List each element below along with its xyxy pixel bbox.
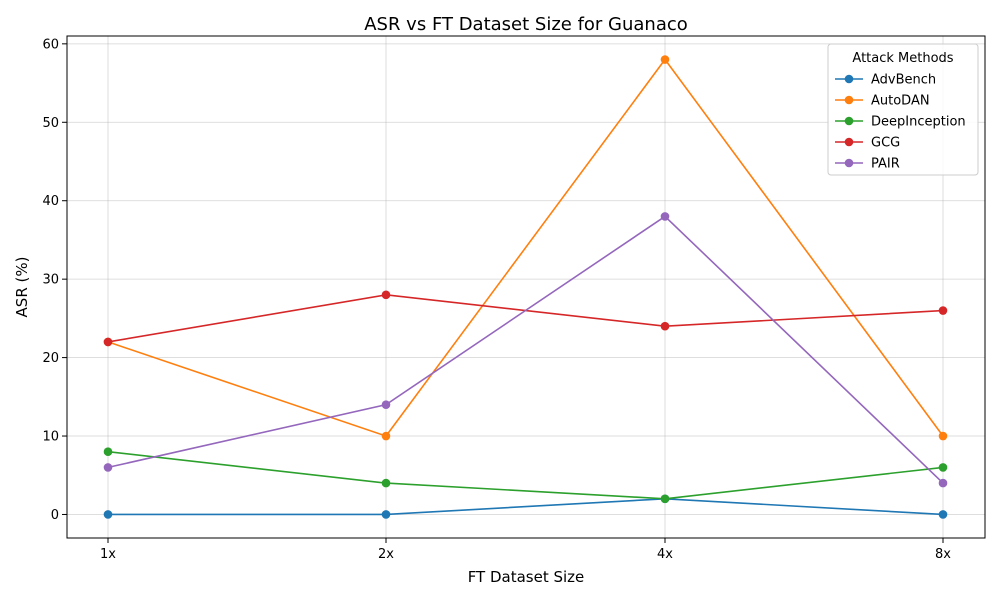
data-point-gcg bbox=[381, 290, 391, 300]
x-tick-label: 8x bbox=[935, 547, 951, 562]
plot-frame bbox=[66, 35, 986, 539]
legend: Attack Methods AdvBench AutoDAN DeepIncept… bbox=[827, 43, 979, 176]
legend-item-pair: PAIR bbox=[835, 157, 900, 172]
y-tick-label: 40 bbox=[42, 194, 59, 209]
legend-label: AdvBench bbox=[871, 73, 936, 88]
y-tick-label: 50 bbox=[42, 116, 59, 131]
legend-label: PAIR bbox=[871, 157, 900, 172]
legend-item-advbench: AdvBench bbox=[835, 73, 936, 88]
data-point-pair bbox=[381, 400, 391, 409]
data-point-gcg bbox=[938, 306, 948, 315]
data-point-pair bbox=[938, 478, 948, 488]
y-tick-label: 20 bbox=[42, 351, 59, 366]
series-line-autodan bbox=[107, 58, 944, 437]
legend-label: GCG bbox=[871, 136, 900, 151]
x-tick-label: 1x bbox=[100, 547, 116, 562]
legend-label: DeepInception bbox=[871, 115, 966, 130]
legend-item-deepinception: DeepInception bbox=[835, 115, 966, 130]
series-pair bbox=[103, 212, 948, 488]
legend-entries: AdvBench AutoDAN DeepInception GCG PAIR bbox=[835, 73, 966, 172]
series-autodan bbox=[103, 55, 948, 441]
legend-swatch-marker bbox=[844, 74, 854, 84]
y-tick-label: 10 bbox=[42, 430, 59, 445]
ticks: 1x 2x 4x 8x 0 10 20 30 40 50 60 bbox=[42, 37, 951, 562]
series-line-advbench bbox=[108, 497, 944, 516]
data-point-gcg bbox=[660, 321, 670, 331]
series-line-deepinception bbox=[107, 450, 944, 500]
x-axis-label: FT Dataset Size bbox=[468, 568, 585, 586]
series-layer bbox=[103, 55, 948, 519]
data-point-deepinception bbox=[381, 478, 391, 488]
series-deepinception bbox=[103, 447, 948, 504]
x-tick-label: 4x bbox=[657, 547, 673, 562]
y-tick-label: 60 bbox=[42, 37, 59, 52]
data-point-pair bbox=[103, 463, 113, 472]
data-point-autodan bbox=[381, 431, 391, 441]
legend-box bbox=[827, 43, 979, 176]
data-point-deepinception bbox=[103, 447, 113, 457]
data-point-advbench bbox=[381, 510, 391, 519]
legend-swatch-marker bbox=[844, 116, 854, 126]
y-axis-label: ASR (%) bbox=[13, 257, 31, 318]
legend-item-autodan: AutoDAN bbox=[835, 94, 930, 109]
legend-swatch-marker bbox=[844, 95, 854, 105]
data-point-advbench bbox=[103, 510, 113, 519]
data-point-deepinception bbox=[660, 494, 670, 504]
legend-swatch-marker bbox=[844, 137, 854, 147]
y-tick-label: 0 bbox=[51, 508, 59, 523]
data-point-autodan bbox=[660, 55, 670, 64]
data-point-autodan bbox=[938, 431, 948, 441]
chart-title: ASR vs FT Dataset Size for Guanaco bbox=[364, 14, 688, 35]
legend-title: Attack Methods bbox=[852, 51, 953, 66]
data-point-deepinception bbox=[938, 463, 948, 472]
series-line-gcg bbox=[107, 294, 944, 343]
legend-label: AutoDAN bbox=[871, 94, 930, 109]
x-tick-label: 2x bbox=[378, 547, 394, 562]
series-gcg bbox=[103, 290, 948, 347]
series-line-pair bbox=[107, 215, 944, 484]
y-tick-label: 30 bbox=[42, 273, 59, 288]
legend-swatch-marker bbox=[844, 158, 854, 168]
series-advbench bbox=[103, 494, 948, 519]
data-point-pair bbox=[660, 212, 670, 221]
data-point-advbench bbox=[938, 510, 948, 519]
data-point-gcg bbox=[103, 337, 113, 347]
legend-item-gcg: GCG bbox=[835, 136, 900, 151]
